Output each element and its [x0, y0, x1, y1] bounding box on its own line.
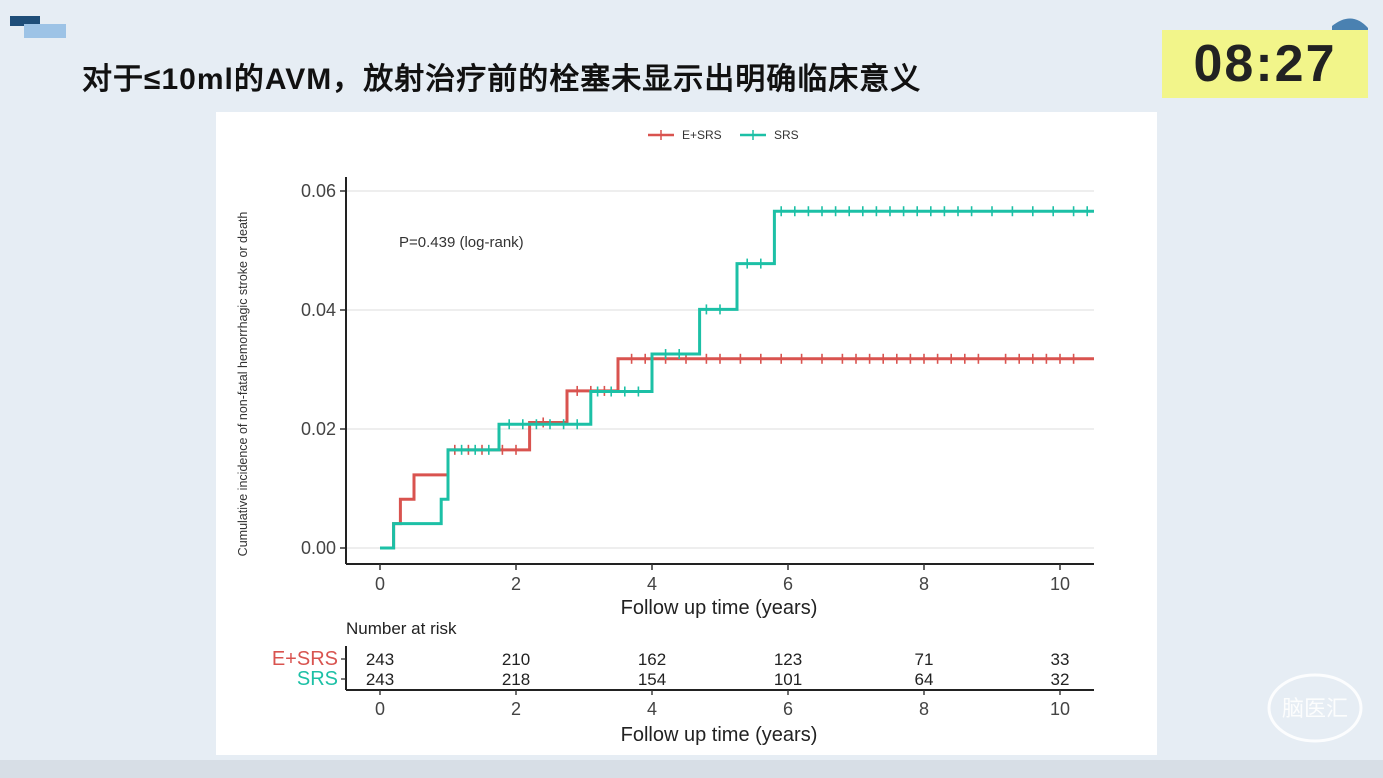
risk-table-x-axis-label: Follow up time (years) [621, 724, 818, 746]
axes [340, 177, 1094, 570]
y-tick-label: 0.04 [301, 300, 336, 320]
risk-cell: 243 [366, 650, 394, 669]
risk-x-tick-label: 6 [783, 699, 793, 719]
corner-decoration [10, 16, 66, 40]
risk-cell: 218 [502, 670, 530, 689]
risk-cell: 101 [774, 670, 802, 689]
p-value-annotation: P=0.439 (log-rank) [399, 234, 524, 251]
risk-x-tick-label: 0 [375, 699, 385, 719]
x-tick-label: 8 [919, 574, 929, 594]
series-srs [380, 206, 1094, 550]
step-line [380, 357, 1094, 550]
y-tick-label: 0.02 [301, 419, 336, 439]
km-chart: E+SRS SRS Cumulative incidence of non-fa… [236, 128, 1094, 746]
series-lines [380, 206, 1094, 550]
x-tick-labels: 0 2 4 6 8 10 [375, 574, 1070, 594]
risk-cell: 123 [774, 650, 802, 669]
x-tick-label: 2 [511, 574, 521, 594]
risk-cell: 33 [1051, 650, 1070, 669]
chart-panel: E+SRS SRS Cumulative incidence of non-fa… [216, 112, 1157, 755]
watermark-text: 脑医汇 [1282, 696, 1348, 721]
legend-label-srs: SRS [774, 128, 799, 142]
y-tick-labels: 0.00 0.02 0.04 0.06 [301, 181, 336, 558]
x-axis-label: Follow up time (years) [621, 597, 818, 619]
y-axis-label: Cumulative incidence of non-fatal hemorr… [236, 212, 250, 557]
risk-cell: 210 [502, 650, 530, 669]
countdown-timer: 08:27 [1162, 30, 1368, 98]
risk-cell: 32 [1051, 670, 1070, 689]
risk-x-tick-label: 2 [511, 699, 521, 719]
legend-label-e-srs: E+SRS [682, 128, 722, 142]
risk-cell: 64 [915, 670, 934, 689]
x-tick-label: 4 [647, 574, 657, 594]
risk-x-tick-label: 8 [919, 699, 929, 719]
risk-x-tick-label: 10 [1050, 699, 1070, 719]
x-tick-label: 0 [375, 574, 385, 594]
bottom-bar [0, 760, 1383, 778]
step-line [380, 209, 1094, 550]
legend: E+SRS SRS [648, 128, 799, 142]
risk-cell: 243 [366, 670, 394, 689]
y-tick-label: 0.06 [301, 181, 336, 201]
risk-x-tick-label: 4 [647, 699, 657, 719]
risk-cell: 154 [638, 670, 666, 689]
risk-cell: 162 [638, 650, 666, 669]
watermark-logo: 脑医汇 [1262, 670, 1368, 750]
risk-cell: 71 [915, 650, 934, 669]
slide-title: 对于≤10ml的AVM，放射治疗前的栓塞未显示出明确临床意义 [82, 63, 922, 96]
x-tick-label: 6 [783, 574, 793, 594]
risk-row-label: SRS [297, 668, 338, 690]
y-tick-label: 0.00 [301, 538, 336, 558]
risk-row-label: E+SRS [272, 648, 338, 670]
x-tick-label: 10 [1050, 574, 1070, 594]
risk-table-title: Number at risk [346, 619, 457, 638]
